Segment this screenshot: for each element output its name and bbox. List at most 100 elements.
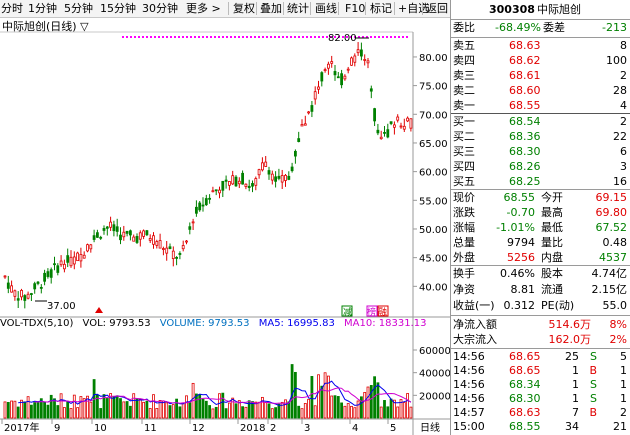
bid-level-label: 买一 [453, 115, 475, 128]
tab-timeshare[interactable]: 分时 [1, 2, 23, 15]
candle-body [333, 71, 337, 76]
stat-label: 内盘 [541, 251, 563, 264]
volume-bar [369, 385, 373, 419]
candle-body [29, 293, 33, 295]
candle-body [63, 263, 66, 270]
candle-body [234, 176, 238, 187]
high-dot [278, 36, 280, 38]
overlay-button[interactable]: 叠加 [260, 2, 282, 15]
event-badges[interactable]: 减 榜 融 [341, 305, 389, 318]
high-dot [182, 36, 184, 38]
volume-bar [26, 396, 30, 419]
candle-body [323, 69, 327, 72]
volume-bar [145, 400, 149, 419]
high-dot [162, 36, 164, 38]
tick-count: 5 [620, 350, 627, 363]
volume-bar [260, 396, 264, 419]
stat-value: -0.70 [506, 206, 535, 219]
high-dot [250, 36, 252, 38]
high-dot [210, 36, 212, 38]
stat-value: 55.0 [602, 299, 628, 312]
volume-bar [112, 396, 116, 419]
high-dot [154, 36, 156, 38]
period-label: 日线 [420, 421, 440, 434]
chart-title[interactable]: 中际旭创(日线) ▽ [2, 18, 89, 34]
candle-body [82, 254, 86, 259]
candle-body [161, 248, 165, 250]
statistics-button[interactable]: 统计 [287, 2, 309, 15]
toolbar-divider [310, 2, 311, 15]
event-marker-icon[interactable] [95, 307, 103, 313]
price-tick-label: 80.00 [419, 53, 448, 64]
candle-body [105, 226, 109, 229]
high-dot [174, 36, 176, 38]
high-dot [386, 36, 388, 38]
bid-price: 68.25 [509, 175, 541, 188]
candle-body [33, 283, 37, 290]
stat-label: 涨跌 [453, 206, 475, 219]
ask-volume: 8 [620, 39, 627, 52]
candle-body [178, 253, 182, 255]
volume-bar [99, 408, 103, 419]
high-marker-dots [122, 36, 408, 38]
back-button[interactable]: 返回 [426, 2, 448, 15]
high-dot [406, 36, 408, 38]
ask-row: 卖三 68.61 2 [451, 68, 630, 83]
volume-bar [323, 372, 327, 419]
stat-label: 股本 [541, 267, 563, 280]
tick-count: 1 [620, 378, 627, 391]
stat-row: 外盘 5256 内盘 4537 [451, 250, 630, 265]
high-dot [366, 36, 368, 38]
ask-price: 68.63 [509, 39, 541, 52]
tab-5min[interactable]: 5分钟 [64, 2, 93, 15]
volume-bar [72, 394, 76, 419]
bid-row: 买一 68.54 2 [451, 114, 630, 129]
volume-bar [251, 401, 254, 419]
candle-body [86, 244, 89, 252]
high-dot [246, 36, 248, 38]
high-dot [202, 36, 204, 38]
tick-price: 68.55 [509, 420, 541, 433]
mark-button[interactable]: 标记 [370, 2, 392, 15]
tab-30min[interactable]: 30分钟 [142, 2, 178, 15]
toolbar-divider [283, 2, 284, 15]
candle-body [287, 175, 291, 180]
draw-line-button[interactable]: 画线 [315, 2, 337, 15]
high-dot [394, 36, 396, 38]
high-dot [310, 36, 312, 38]
tick-side: B [589, 364, 597, 377]
volume-bar [102, 394, 106, 419]
restore-rights-button[interactable]: 复权 [233, 2, 255, 15]
candle-body [96, 232, 99, 238]
volume-bar [274, 407, 278, 419]
candle-body [330, 61, 334, 64]
kline-chart[interactable]: 80.00 75.00 70.00 65.00 60.00 55.00 50.00 45.00… [0, 18, 450, 435]
volume-bar [244, 406, 248, 419]
tab-1min[interactable]: 1分钟 [28, 2, 57, 15]
high-dot [286, 36, 288, 38]
stat-value: 5256 [507, 251, 535, 264]
chart-title-arrow-icon[interactable]: ▽ [80, 20, 89, 33]
stat-value: 69.15 [595, 191, 628, 204]
volume-bar [148, 408, 152, 419]
f10-button[interactable]: F10 [345, 2, 366, 15]
tab-15min[interactable]: 15分钟 [100, 2, 136, 15]
candle-body [36, 281, 40, 284]
high-dot [142, 36, 144, 38]
candle-body [119, 234, 122, 241]
toolbar-divider [422, 2, 423, 15]
add-watchlist-button[interactable]: +自选 [398, 2, 430, 15]
candle-body [392, 124, 396, 128]
candle-body [145, 230, 149, 236]
volume-bar [10, 400, 14, 419]
vol-indicator-name[interactable]: VOL-TDX(5,10) [0, 318, 74, 329]
ask-row: 卖五 68.63 8 [451, 38, 630, 53]
candle-body [142, 230, 146, 237]
ask-price: 68.62 [509, 54, 541, 67]
candle-body [353, 55, 357, 63]
candle-body [356, 49, 360, 54]
more-menu[interactable]: 更多 > [186, 2, 221, 15]
time-tick-label: 2 [270, 423, 276, 434]
volume-bar [56, 405, 60, 419]
candle-body [39, 286, 43, 289]
